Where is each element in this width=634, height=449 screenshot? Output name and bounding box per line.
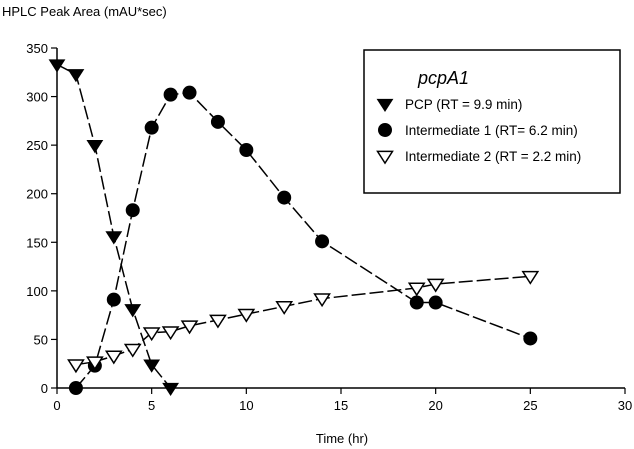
x-axis-label: Time (hr): [316, 431, 368, 446]
data-point-intermediate-1: [144, 120, 159, 135]
data-point-intermediate-2: [426, 278, 445, 293]
y-axis-label: HPLC Peak Area (mAU*sec): [2, 4, 167, 19]
data-point-intermediate-1: [409, 295, 424, 310]
x-tick-label: 15: [334, 398, 348, 413]
data-point-pcp: [48, 59, 66, 73]
y-tick-label: 200: [26, 187, 48, 202]
legend-marker-intermediate-2: [376, 150, 394, 165]
data-point-intermediate-2: [180, 320, 199, 335]
data-point-pcp: [67, 69, 85, 83]
data-point-intermediate-2: [85, 356, 104, 371]
x-tick-label: 10: [239, 398, 253, 413]
data-point-intermediate-1: [277, 190, 292, 205]
legend-marker-intermediate-1: [378, 123, 392, 137]
data-point-intermediate-2: [521, 270, 540, 285]
data-point-pcp: [105, 231, 123, 245]
data-point-intermediate-2: [67, 359, 85, 374]
data-point-intermediate-1: [163, 87, 178, 102]
data-point-intermediate-2: [275, 301, 294, 315]
legend-title: pcpA1: [417, 68, 469, 88]
data-point-intermediate-1: [239, 143, 254, 157]
legend-label-intermediate-1: Intermediate 1 (RT= 6.2 min): [405, 123, 578, 138]
series-line-pcp: [56, 63, 172, 389]
data-point-pcp: [143, 359, 161, 373]
legend-label-pcp: PCP (RT = 9.9 min): [405, 97, 522, 112]
x-tick-label: 25: [523, 398, 537, 413]
data-point-pcp: [162, 382, 180, 397]
data-point-intermediate-2: [237, 308, 256, 323]
x-tick-label: 30: [618, 398, 632, 413]
data-point-intermediate-2: [123, 343, 142, 358]
y-tick-label: 50: [34, 332, 48, 347]
y-tick-label: 250: [26, 138, 48, 153]
data-point-pcp: [86, 139, 104, 154]
y-tick-label: 150: [26, 235, 48, 250]
x-tick-label: 5: [148, 398, 155, 413]
y-tick-label: 100: [26, 284, 48, 299]
legend-marker-pcp: [376, 98, 394, 113]
data-point-intermediate-2: [313, 293, 331, 308]
series-line-intermediate-1: [75, 91, 531, 389]
data-point-intermediate-1: [68, 381, 83, 395]
data-point-pcp: [124, 304, 142, 318]
data-point-intermediate-1: [523, 331, 538, 346]
data-point-intermediate-2: [104, 350, 123, 365]
data-point-intermediate-2: [142, 327, 161, 342]
data-point-intermediate-1: [125, 203, 140, 218]
data-point-intermediate-2: [407, 282, 426, 297]
x-tick-label: 20: [428, 398, 442, 413]
data-point-intermediate-1: [210, 114, 225, 129]
data-point-intermediate-2: [209, 314, 227, 329]
legend-box: [363, 49, 621, 194]
data-point-intermediate-1: [182, 85, 197, 100]
data-point-intermediate-2: [161, 326, 180, 341]
data-point-intermediate-1: [315, 234, 330, 249]
series-line-intermediate-2: [75, 275, 531, 366]
data-point-intermediate-1: [106, 292, 121, 307]
y-tick-label: 350: [26, 41, 48, 56]
y-tick-label: 0: [41, 381, 48, 396]
y-tick-label: 300: [26, 90, 48, 105]
x-tick-label: 0: [53, 398, 60, 413]
data-point-intermediate-1: [428, 295, 443, 310]
legend: pcpA1 PCP (RT = 9.9 min) Intermediate 1 (…: [363, 49, 621, 194]
legend-label-intermediate-2: Intermediate 2 (RT = 2.2 min): [405, 149, 581, 164]
